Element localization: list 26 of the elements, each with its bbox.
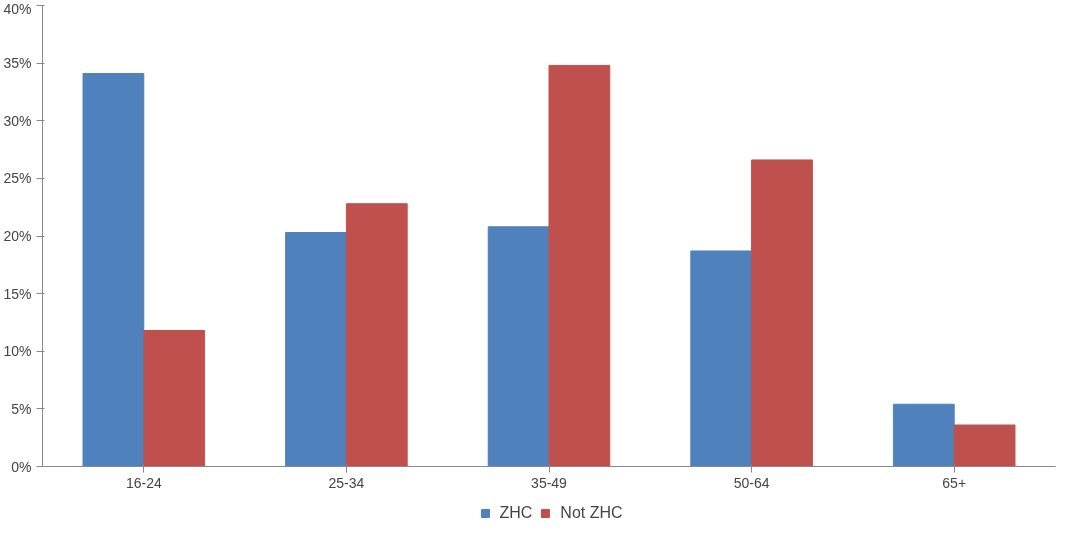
bar xyxy=(143,330,206,467)
x-tick-label: 35-49 xyxy=(531,474,568,491)
bar xyxy=(751,159,813,467)
x-tick-label: 25-34 xyxy=(328,474,365,491)
y-tick-label: 20% xyxy=(3,228,32,244)
y-tick-label: 40% xyxy=(3,0,32,17)
x-tick-label: 16-24 xyxy=(125,474,162,491)
x-tick-label: 65+ xyxy=(942,474,967,491)
y-tick-label: 25% xyxy=(3,170,32,187)
bar xyxy=(548,64,611,467)
y-tick-label: 0% xyxy=(11,458,32,475)
bar xyxy=(487,226,550,467)
y-tick-label: 5% xyxy=(11,400,32,417)
legend-label: Not ZHC xyxy=(560,503,623,522)
bar xyxy=(690,250,753,467)
bar xyxy=(892,403,955,467)
bar xyxy=(345,203,408,467)
y-tick-label: 30% xyxy=(3,112,32,129)
y-tick-label: 35% xyxy=(3,55,32,72)
x-tick-label: 50-64 xyxy=(733,474,770,491)
bar xyxy=(285,232,347,467)
legend-label: ZHC xyxy=(499,503,533,522)
y-tick-label: 15% xyxy=(3,285,32,302)
bar xyxy=(82,73,145,467)
y-tick-label: 10% xyxy=(3,343,32,360)
bar xyxy=(953,424,1016,467)
